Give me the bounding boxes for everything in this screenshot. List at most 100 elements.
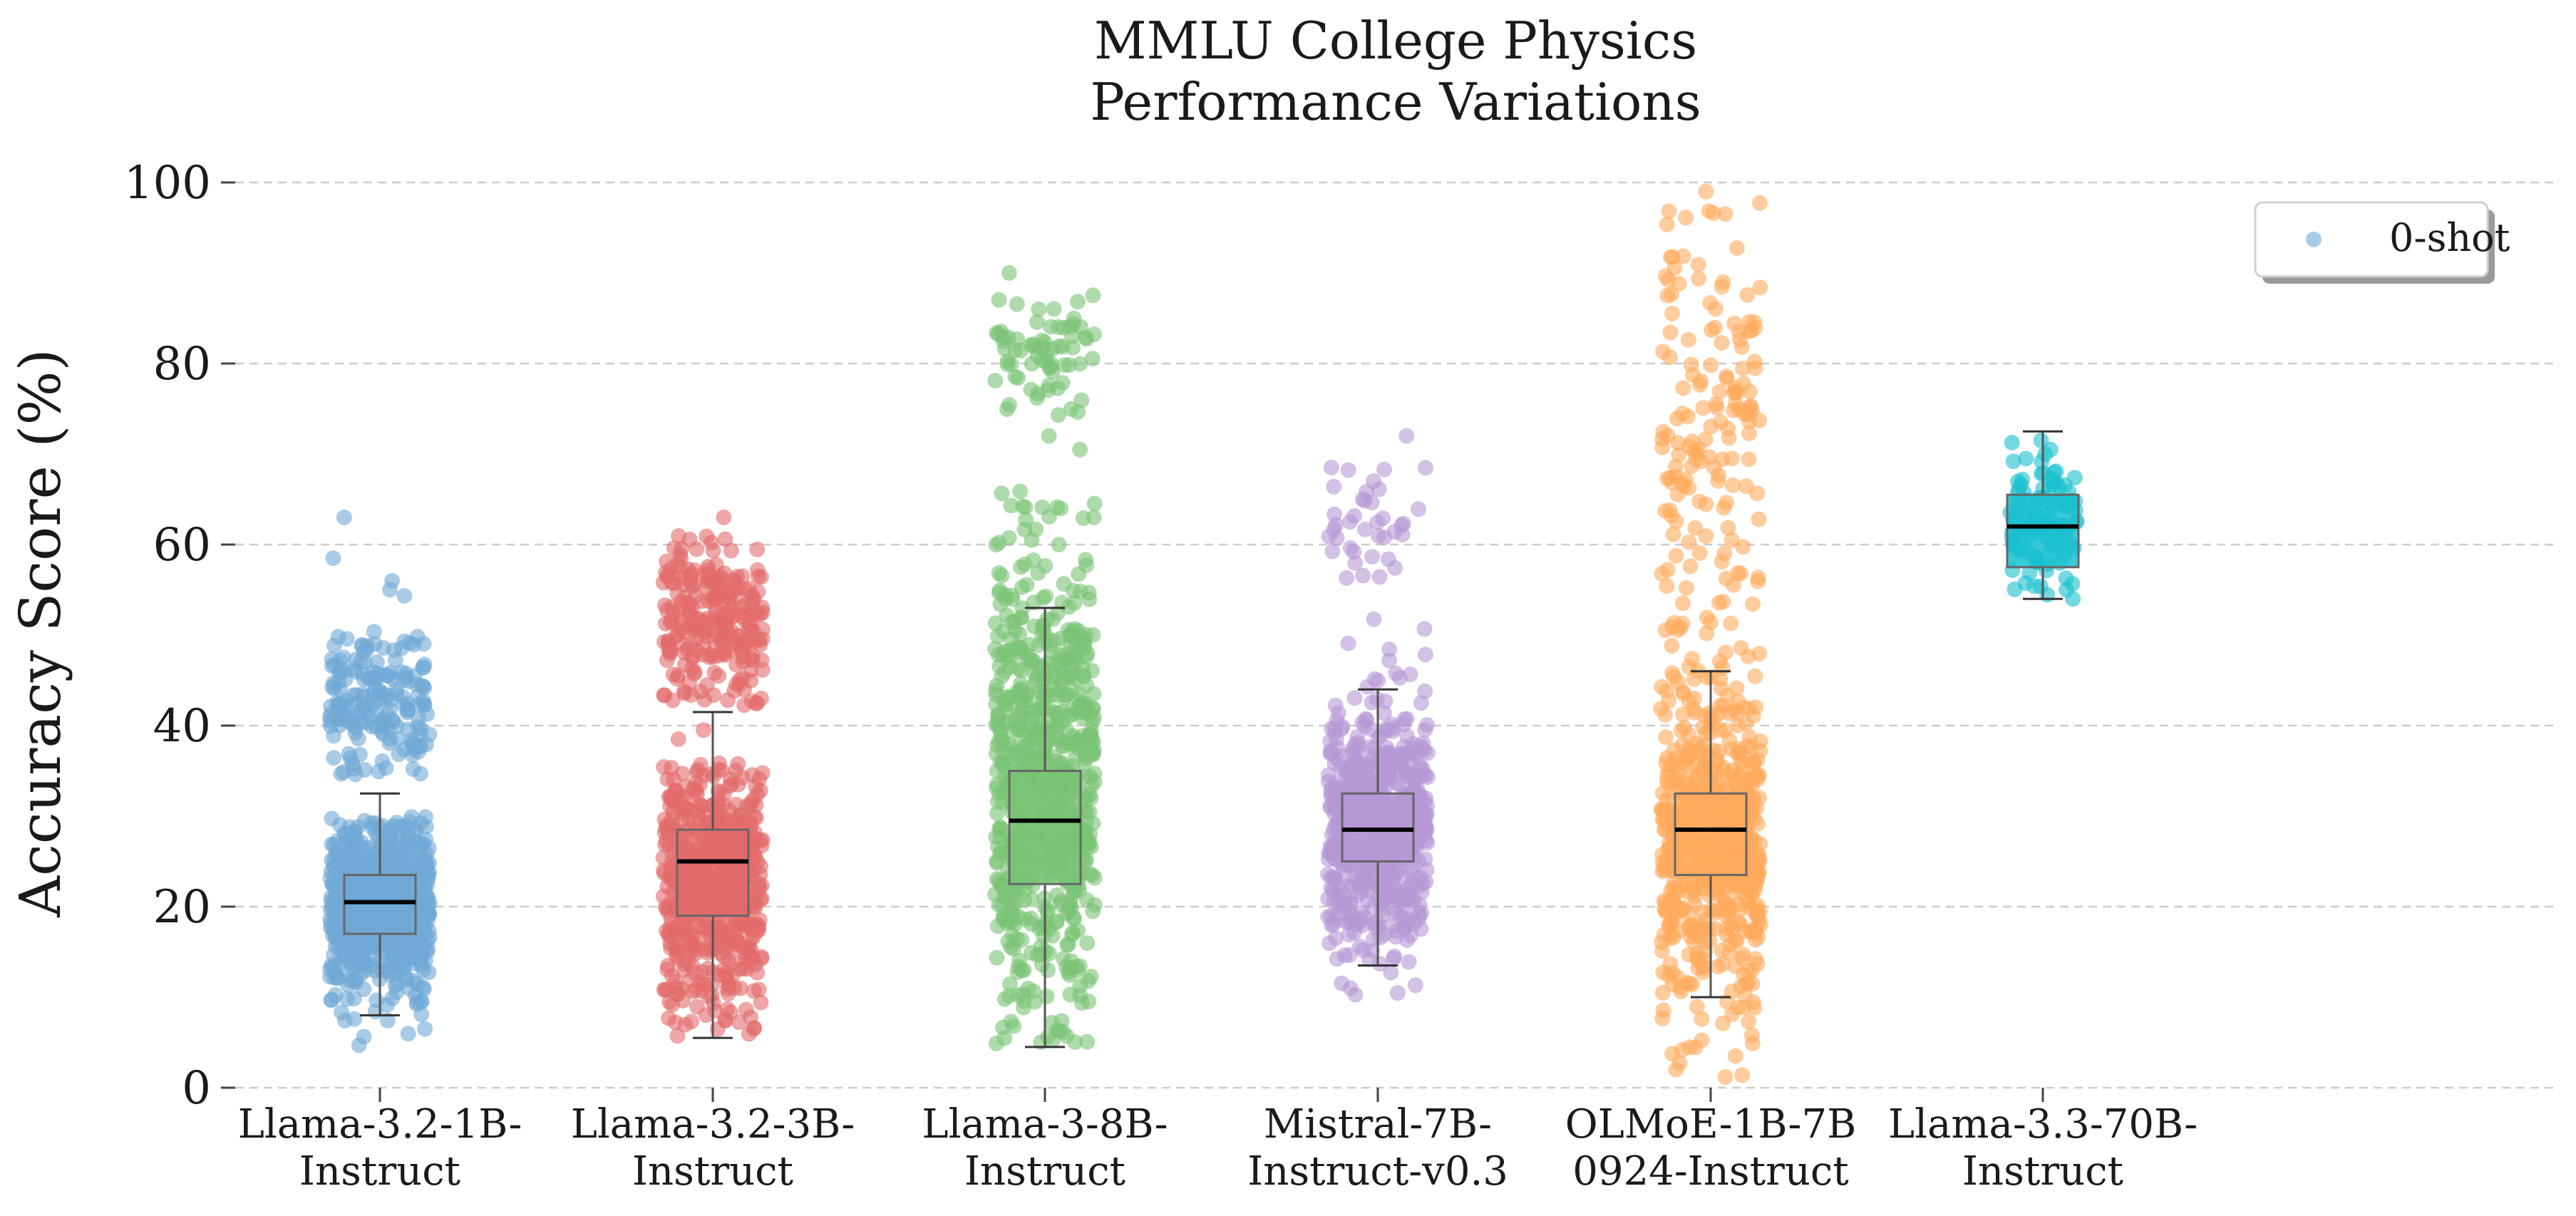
data-point (1681, 1039, 1698, 1056)
data-point (1000, 933, 1016, 949)
data-point (379, 1012, 396, 1029)
data-point (1364, 694, 1380, 711)
data-point (382, 731, 398, 747)
data-point (1051, 537, 1067, 552)
data-point (413, 856, 430, 872)
data-point (1654, 439, 1671, 455)
data-point (1666, 880, 1681, 895)
data-point (987, 373, 1004, 388)
x-tick-label-line-2: Instruct (632, 1148, 794, 1195)
data-point (1417, 721, 1433, 738)
data-point (2005, 453, 2021, 470)
box-plot (1341, 688, 1415, 967)
box-iqr (2006, 493, 2080, 569)
data-point (1662, 324, 1679, 341)
data-point (1748, 920, 1764, 937)
data-point (1683, 356, 1699, 373)
data-point (1086, 766, 1103, 782)
data-point (1741, 426, 1757, 442)
data-point (2006, 581, 2023, 597)
data-point (1681, 438, 1697, 455)
box-iqr (1674, 792, 1748, 877)
data-point (1741, 451, 1757, 468)
data-point (1664, 637, 1680, 654)
data-point (1662, 776, 1679, 792)
data-point (1323, 460, 1339, 475)
data-point (336, 763, 352, 780)
data-point (1678, 579, 1694, 596)
data-point (1748, 907, 1764, 923)
data-point (396, 588, 413, 604)
data-point (364, 697, 381, 713)
data-point (377, 691, 393, 707)
data-point (1084, 747, 1101, 763)
data-point (1076, 668, 1092, 684)
data-point (349, 947, 366, 963)
data-point (1086, 870, 1103, 886)
data-point (352, 746, 368, 763)
data-point (1688, 451, 1704, 468)
data-point (1711, 383, 1728, 400)
data-point (356, 1029, 372, 1045)
data-point (384, 572, 401, 589)
data-point (1654, 934, 1670, 950)
x-tick-label-line-1: Llama-3.3-70B- (1888, 1101, 2198, 1148)
data-point (1085, 287, 1101, 304)
box-plot (1008, 607, 1082, 1048)
data-point (388, 855, 405, 872)
data-point (989, 777, 1005, 793)
data-point (1366, 473, 1382, 490)
data-point (667, 1014, 684, 1031)
data-point (656, 825, 673, 841)
data-point (1324, 543, 1341, 560)
data-point (1750, 570, 1766, 586)
data-point (684, 579, 701, 595)
data-point (1751, 646, 1768, 662)
data-point (1718, 920, 1734, 937)
data-point (1752, 279, 1768, 296)
data-point (1703, 418, 1719, 435)
data-point (1329, 951, 1345, 967)
data-point (413, 1006, 430, 1023)
data-point (1079, 935, 1096, 952)
data-point (1371, 527, 1386, 544)
data-point (1717, 206, 1733, 222)
data-point (1681, 534, 1697, 550)
data-point (418, 831, 434, 847)
data-point (2058, 570, 2074, 587)
data-point (1696, 920, 1713, 937)
data-point (717, 1012, 733, 1029)
data-point (1724, 1006, 1741, 1022)
data-point (406, 741, 422, 758)
data-point (1712, 671, 1729, 687)
data-point (1398, 892, 1414, 908)
data-point (1083, 839, 1099, 855)
data-point (1710, 473, 1726, 489)
data-point (995, 693, 1011, 709)
data-point (1010, 881, 1026, 897)
data-point (1701, 449, 1718, 465)
data-point (693, 798, 709, 814)
box-plot (1674, 670, 1748, 999)
data-point (1037, 557, 1053, 574)
data-point (1739, 287, 1756, 303)
chart-title-line-1: MMLU College Physics (1094, 11, 1697, 71)
data-point (1003, 650, 1019, 666)
data-point (354, 666, 371, 682)
data-point (1675, 380, 1691, 396)
data-point (737, 613, 753, 629)
data-point (989, 949, 1005, 966)
data-point (1326, 805, 1342, 822)
data-point (1733, 917, 1749, 932)
data-point (1659, 287, 1676, 304)
data-point (1396, 711, 1413, 727)
data-point (1416, 621, 1433, 637)
data-point (1046, 301, 1062, 317)
data-point (1019, 577, 1035, 593)
data-point (1719, 369, 1735, 385)
data-point (1372, 929, 1389, 946)
data-point (679, 594, 695, 611)
box-plots (343, 430, 2080, 1048)
data-point (723, 542, 739, 559)
data-point (1340, 635, 1356, 651)
